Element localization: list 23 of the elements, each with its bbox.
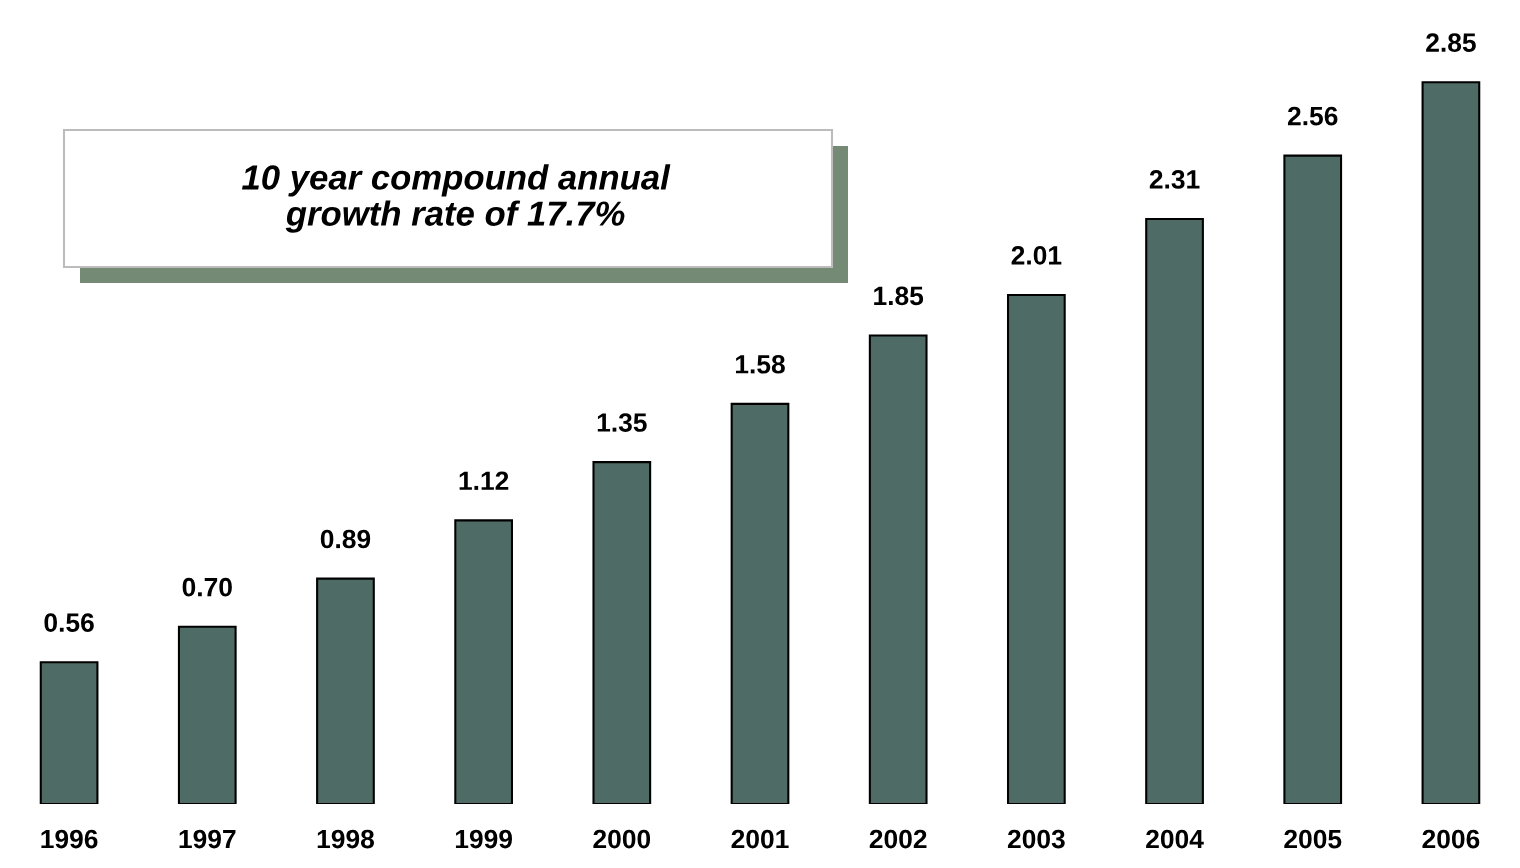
data-label: 2.01 — [1011, 246, 1062, 265]
x-tick-label: 2004 — [1146, 829, 1204, 849]
annotation: 10 year compound annual growth rate of 17.7% — [242, 164, 671, 233]
x-tick-label: 2000 — [593, 829, 651, 849]
data-label: 0.56 — [44, 613, 94, 632]
x-tick-label: 1998 — [317, 829, 374, 849]
data-label: 1.58 — [735, 354, 785, 374]
data-label: 2.85 — [1426, 33, 1476, 52]
x-tick-label: 1999 — [455, 829, 513, 849]
data-label: 1.85 — [874, 286, 924, 306]
data-label: 0.89 — [320, 529, 371, 549]
data-label: 2.56 — [1287, 106, 1338, 126]
x-tick-label: 2003 — [1007, 829, 1065, 849]
x-tick-label: 1996 — [41, 829, 98, 849]
x-tick-label: 2005 — [1284, 829, 1342, 849]
x-tick-label: 2006 — [1422, 829, 1480, 849]
data-label: 2.31 — [1149, 170, 1200, 189]
data-label: 1.12 — [459, 471, 509, 490]
x-tick-label: 1997 — [179, 829, 236, 849]
data-label: 0.70 — [182, 577, 232, 597]
x-tick-label: 2002 — [869, 829, 927, 849]
data-label: 1.35 — [597, 413, 647, 432]
x-tick-label: 2001 — [731, 829, 789, 849]
